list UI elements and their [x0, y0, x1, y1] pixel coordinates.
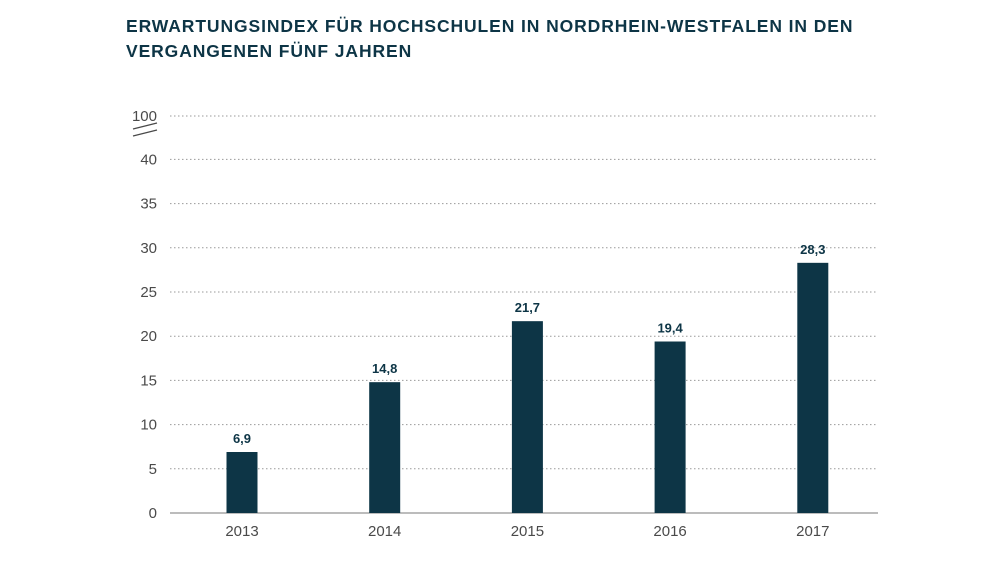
value-label-2016: 19,4 [657, 321, 683, 336]
bar-2015 [511, 321, 543, 513]
bars [226, 262, 829, 513]
y-tick-label-5: 5 [149, 461, 157, 478]
x-tick-label-2014: 2014 [368, 523, 401, 540]
x-tick-label-2017: 2017 [796, 523, 829, 540]
axis-break-icon [132, 122, 158, 137]
bar-2014 [369, 382, 401, 513]
chart-title-line-1: ERWARTUNGSINDEX FÜR HOCHSCHULEN IN NORDR… [126, 16, 854, 36]
value-label-2017: 28,3 [800, 242, 825, 257]
value-labels: 6,9 14,8 21,7 19,4 28,3 [233, 242, 825, 446]
x-tick-label-2013: 2013 [225, 523, 258, 540]
y-tick-label-40: 40 [140, 151, 157, 168]
bar-2016 [654, 341, 686, 513]
value-label-2014: 14,8 [372, 361, 397, 376]
y-tick-label-35: 35 [140, 196, 157, 213]
y-tick-labels: 0 5 10 15 20 25 30 35 40 100 [132, 108, 157, 522]
y-tick-label-15: 15 [140, 372, 157, 389]
bar-2017 [797, 262, 829, 513]
y-tick-label-20: 20 [140, 328, 157, 345]
x-tick-labels: 2013 2014 2015 2016 2017 [225, 523, 829, 540]
value-label-2013: 6,9 [233, 431, 251, 446]
y-tick-label-100: 100 [132, 108, 157, 125]
x-tick-label-2015: 2015 [511, 523, 544, 540]
value-label-2015: 21,7 [515, 300, 540, 315]
y-tick-label-10: 10 [140, 417, 157, 434]
y-tick-label-30: 30 [140, 240, 157, 257]
x-tick-label-2016: 2016 [653, 523, 686, 540]
chart-title-line-2: VERGANGENEN FÜNF JAHREN [126, 41, 413, 61]
chart-title: ERWARTUNGSINDEX FÜR HOCHSCHULEN IN NORDR… [126, 14, 886, 64]
y-tick-label-25: 25 [140, 284, 157, 301]
bar-2013 [226, 452, 258, 513]
y-tick-label-0: 0 [149, 505, 157, 522]
